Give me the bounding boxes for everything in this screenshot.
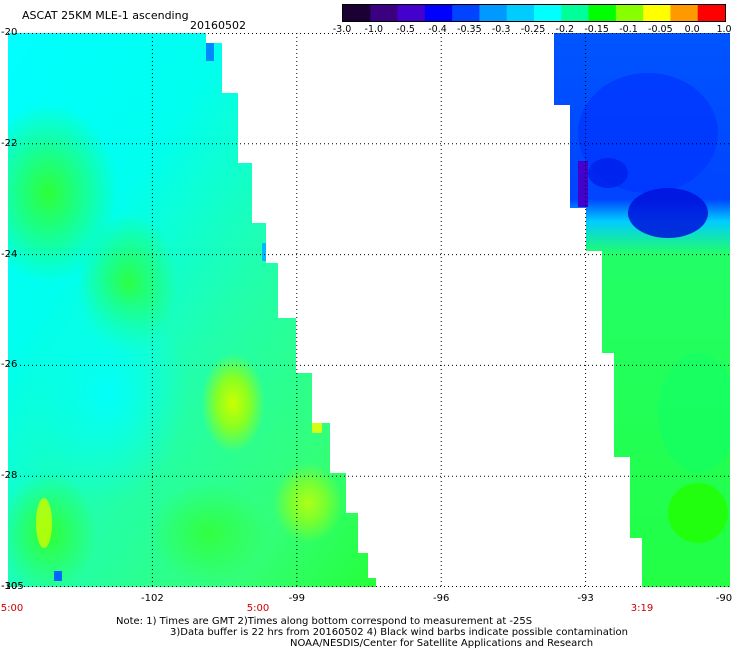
colorbar-cell [615,5,644,21]
product-title: ASCAT 25KM MLE-1 ascending [22,9,189,22]
colorbar-cell [697,5,725,21]
latitude-axis: -20 -22 -24 -26 -28 -30 -105 [0,0,30,650]
longitude-label: -93 [577,593,594,604]
colorbar-label: -0.4 [428,24,447,35]
longitude-label: -99 [288,593,305,604]
pass-time-label: 5:00 [246,603,270,614]
product-date: 20160502 [190,19,246,32]
colorbar-label: -3.0 [332,24,352,35]
lat-lon-grid [8,33,730,587]
colorbar-cell [343,5,371,21]
right-swath [554,33,730,587]
colorbar-cell [424,5,453,21]
colorbar-label: 1.0 [716,24,732,35]
latitude-label: -24 [1,248,18,260]
colorbar-label: -0.35 [457,24,482,35]
colorbar-label: -0.5 [396,24,415,35]
map-plot [8,33,730,587]
colorbar-cell [479,5,508,21]
pass-time-label: 5:00 [0,603,24,614]
colorbar-labels: -3.0 -1.0 -0.5 -0.4 -0.35 -0.3 -0.25 -0.2 -0.15-… [333,24,732,37]
colorbar-label: -0.25 [520,24,546,35]
colorbar-label: 0.0 [684,24,700,35]
corner-longitude-label: -105 [1,581,24,592]
longitude-label: -102 [141,593,164,604]
note-line-3: NOAA/NESDIS/Center for Satellite Applica… [290,638,594,649]
colorbar-cell [588,5,617,21]
latitude-label: -30 [1,581,18,592]
longitude-axis: -102 -99 -96 -93 -90 5:00 5:00 3:19 [0,593,740,614]
colorbar-cell [397,5,426,21]
longitude-label: -90 [715,593,733,604]
colorbar-cell [643,5,671,21]
colorbar-label: -1.0 [364,24,384,35]
latitude-label: -22 [1,137,18,149]
longitude-label: -96 [433,593,450,604]
colorbar-label: -0.1 [619,24,638,35]
colorbar-cell [506,5,535,21]
colorbar-label: -0.3 [491,24,511,35]
colorbar-cell [452,5,480,21]
colorbar-cell [670,5,699,21]
colorbar-label: -0.2 [555,24,575,35]
colorbar-label: -0.15 [584,24,609,35]
pass-time-label: 3:19 [630,603,654,614]
note-line-2: 3)Data buffer is 22 hrs from 20160502 4)… [170,627,628,638]
colorbar-cell [561,5,590,21]
latitude-label: -20 [1,27,18,38]
colorbar-label: -0.05 [648,24,673,35]
colorbar-cell [534,5,562,21]
latitude-label: -26 [1,359,18,371]
colorbar-cell [370,5,399,21]
latitude-label: -28 [1,470,18,482]
colorbar [342,4,726,22]
note-line-1: Note: 1) Times are GMT 2)Times along bot… [116,616,533,627]
